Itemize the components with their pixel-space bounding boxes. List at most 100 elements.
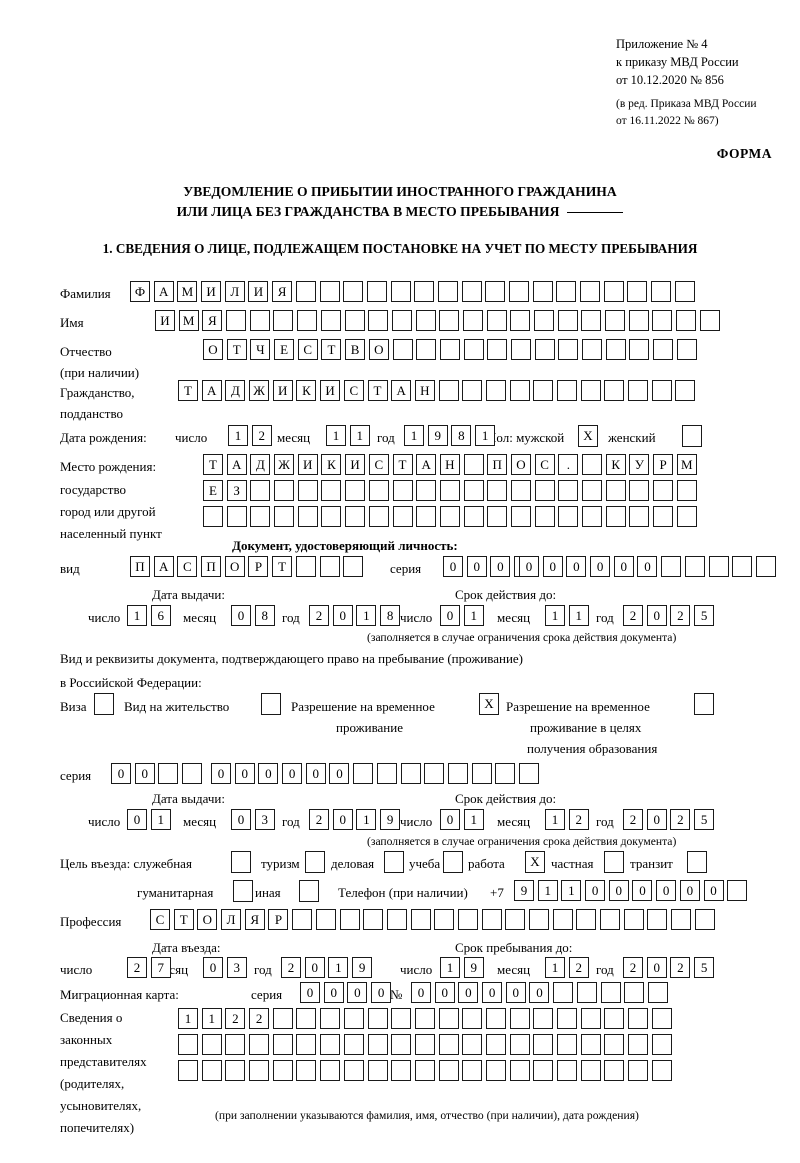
comb-cell[interactable]: 0	[231, 605, 251, 626]
comb-cell[interactable]: 0	[482, 982, 503, 1003]
comb-cell[interactable]	[438, 380, 459, 401]
comb-cell[interactable]: М	[178, 310, 199, 331]
comb-cell[interactable]	[272, 1008, 293, 1029]
comb-cell[interactable]: Н	[414, 380, 435, 401]
comb-cell[interactable]	[580, 1060, 601, 1081]
comb-cell[interactable]	[439, 480, 460, 501]
comb-cell[interactable]: 1	[201, 1008, 222, 1029]
comb-cell[interactable]: 1	[178, 1008, 198, 1029]
comb-cell[interactable]	[272, 1060, 293, 1081]
comb-cell[interactable]	[580, 1008, 601, 1029]
field-birth-place-row3[interactable]	[203, 506, 697, 527]
checkbox-purpose-other[interactable]	[299, 880, 319, 902]
comb-cell[interactable]	[533, 380, 554, 401]
comb-cell[interactable]: С	[297, 339, 318, 360]
comb-cell[interactable]: Т	[178, 380, 198, 401]
comb-cell[interactable]: 0	[282, 763, 303, 784]
comb-cell[interactable]	[509, 281, 529, 302]
comb-cell[interactable]: Т	[321, 339, 342, 360]
comb-cell[interactable]	[628, 1034, 649, 1055]
comb-cell[interactable]	[343, 1060, 364, 1081]
comb-cell[interactable]	[178, 1034, 198, 1055]
comb-cell[interactable]	[367, 1008, 388, 1029]
comb-cell[interactable]: 2	[249, 1008, 270, 1029]
comb-cell[interactable]: 2	[670, 809, 691, 830]
comb-cell[interactable]	[203, 506, 223, 527]
comb-cell[interactable]: Т	[203, 454, 223, 475]
comb-cell[interactable]	[557, 310, 578, 331]
comb-cell[interactable]	[343, 556, 364, 577]
comb-cell[interactable]	[505, 909, 526, 930]
comb-cell[interactable]	[226, 506, 247, 527]
comb-cell[interactable]	[344, 310, 365, 331]
comb-cell[interactable]: 0	[632, 880, 653, 901]
comb-cell[interactable]	[509, 1008, 530, 1029]
comb-cell[interactable]: 0	[127, 809, 147, 830]
comb-cell[interactable]	[534, 339, 555, 360]
comb-cell[interactable]	[674, 281, 695, 302]
comb-cell[interactable]: 2	[309, 809, 329, 830]
comb-cell[interactable]: Л	[221, 909, 242, 930]
comb-cell[interactable]	[699, 310, 720, 331]
comb-cell[interactable]: 0	[300, 982, 320, 1003]
comb-cell[interactable]: 0	[703, 880, 724, 901]
comb-cell[interactable]	[532, 281, 553, 302]
comb-cell[interactable]	[676, 480, 697, 501]
comb-cell[interactable]: 1	[475, 425, 496, 446]
comb-cell[interactable]	[295, 281, 316, 302]
comb-cell[interactable]	[462, 1060, 483, 1081]
comb-cell[interactable]: Е	[203, 480, 223, 501]
comb-cell[interactable]	[556, 281, 577, 302]
comb-cell[interactable]	[414, 1060, 435, 1081]
comb-cell[interactable]	[676, 506, 697, 527]
comb-cell[interactable]	[518, 763, 539, 784]
comb-cell[interactable]: А	[201, 380, 222, 401]
comb-cell[interactable]	[651, 1060, 672, 1081]
comb-cell[interactable]	[225, 1060, 246, 1081]
comb-cell[interactable]	[605, 506, 626, 527]
comb-cell[interactable]	[424, 763, 445, 784]
comb-cell[interactable]	[604, 1034, 625, 1055]
comb-cell[interactable]: Д	[250, 454, 271, 475]
comb-cell[interactable]	[249, 1060, 270, 1081]
comb-cell[interactable]	[391, 1034, 412, 1055]
comb-cell[interactable]: 0	[466, 556, 487, 577]
comb-cell[interactable]	[604, 1060, 625, 1081]
comb-cell[interactable]	[651, 1008, 672, 1029]
comb-cell[interactable]: И	[320, 380, 341, 401]
comb-cell[interactable]	[603, 281, 624, 302]
comb-cell[interactable]	[438, 1060, 459, 1081]
comb-cell[interactable]	[438, 1034, 459, 1055]
comb-cell[interactable]	[582, 480, 602, 501]
comb-cell[interactable]	[295, 556, 316, 577]
comb-cell[interactable]: 0	[231, 809, 251, 830]
comb-cell[interactable]	[629, 339, 650, 360]
comb-cell[interactable]	[509, 1034, 530, 1055]
comb-cell[interactable]	[249, 310, 270, 331]
comb-cell[interactable]	[392, 480, 413, 501]
comb-cell[interactable]	[414, 281, 435, 302]
comb-cell[interactable]: Т	[392, 454, 413, 475]
comb-cell[interactable]: Т	[173, 909, 194, 930]
comb-cell[interactable]	[487, 506, 508, 527]
comb-cell[interactable]: 1	[545, 809, 565, 830]
comb-cell[interactable]: 5	[694, 605, 715, 626]
comb-cell[interactable]: И	[201, 281, 222, 302]
comb-cell[interactable]: 0	[585, 880, 606, 901]
comb-cell[interactable]	[604, 1008, 625, 1029]
comb-cell[interactable]: П	[130, 556, 150, 577]
comb-cell[interactable]	[694, 909, 715, 930]
field-legal-rep-row2[interactable]	[178, 1034, 672, 1055]
comb-cell[interactable]	[647, 909, 668, 930]
comb-cell[interactable]: А	[226, 454, 247, 475]
comb-cell[interactable]: 2	[568, 809, 589, 830]
comb-cell[interactable]	[438, 1008, 459, 1029]
comb-cell[interactable]	[576, 909, 597, 930]
comb-cell[interactable]: 0	[258, 763, 279, 784]
